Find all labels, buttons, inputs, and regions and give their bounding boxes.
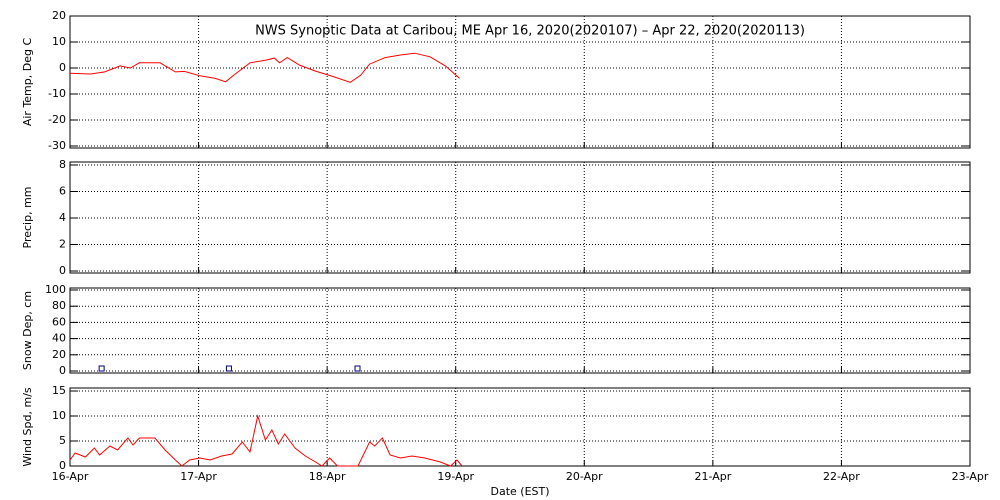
y-tick-label: 0	[59, 61, 66, 74]
data-point	[225, 365, 232, 372]
y-axis-label: Precip, mm	[21, 187, 34, 249]
y-tick-label: 2	[59, 238, 66, 251]
x-axis-label: Date (EST)	[490, 485, 549, 498]
x-tick-label: 21-Apr	[694, 470, 731, 483]
y-tick-label: 0	[59, 459, 66, 472]
y-tick-label: 10	[52, 409, 66, 422]
data-point	[98, 365, 105, 372]
y-tick-label: 20	[52, 9, 66, 22]
y-tick-label: 15	[52, 384, 66, 397]
y-tick-label: 0	[59, 364, 66, 377]
x-tick-label: 23-Apr	[952, 470, 989, 483]
y-tick-label: 80	[52, 299, 66, 312]
y-tick-label: 40	[52, 332, 66, 345]
chart-title: NWS Synoptic Data at Caribou, ME Apr 16,…	[255, 24, 805, 39]
y-axis-label: Wind Spd, m/s	[21, 387, 34, 467]
y-tick-label: -20	[48, 113, 66, 126]
data-point	[354, 365, 361, 372]
x-tick-label: 18-Apr	[309, 470, 346, 483]
y-tick-label: -10	[48, 87, 66, 100]
plot-frame	[69, 15, 971, 149]
x-tick-label: 17-Apr	[180, 470, 217, 483]
y-tick-label: 5	[59, 434, 66, 447]
y-tick-label: 10	[52, 35, 66, 48]
y-tick-label: 8	[59, 158, 66, 171]
x-tick-label: 22-Apr	[823, 470, 860, 483]
data-line	[69, 52, 460, 83]
y-tick-label: -30	[48, 139, 66, 152]
y-tick-label: 20	[52, 348, 66, 361]
y-tick-label: 60	[52, 315, 66, 328]
x-tick-label: 19-Apr	[437, 470, 474, 483]
data-line	[69, 414, 463, 467]
y-tick-label: 4	[59, 211, 66, 224]
x-tick-label: 16-Apr	[52, 470, 89, 483]
plot-frame	[69, 287, 971, 374]
x-tick-label: 20-Apr	[566, 470, 603, 483]
y-axis-label: Air Temp, Deg C	[21, 38, 34, 127]
plot-frame	[69, 387, 971, 467]
y-tick-label: 100	[45, 283, 66, 296]
y-tick-label: 6	[59, 185, 66, 198]
y-tick-label: 0	[59, 264, 66, 277]
y-axis-label: Snow Dep, cm	[21, 291, 34, 370]
